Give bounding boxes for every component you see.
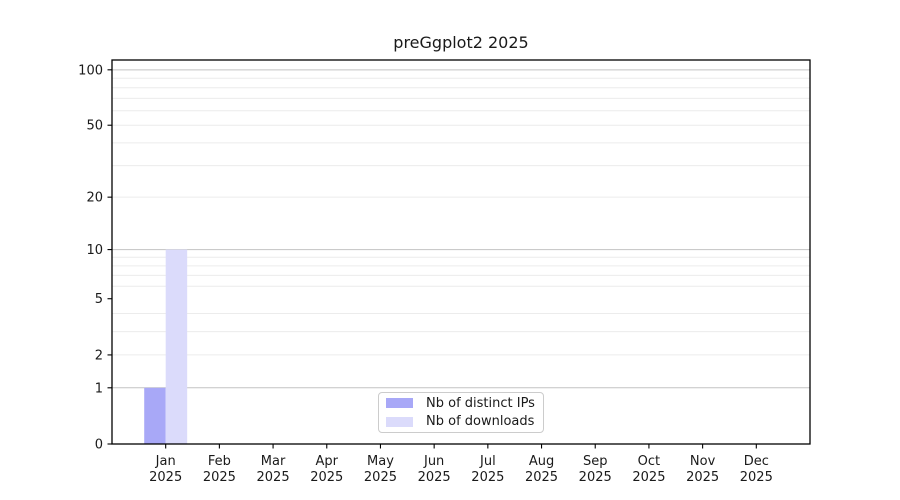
x-tick-label-year: 2025 [632, 470, 665, 485]
x-tick-label-year: 2025 [203, 470, 236, 485]
x-tick-label-month: Mar [261, 454, 286, 469]
x-tick-label-year: 2025 [257, 470, 290, 485]
x-tick-label-year: 2025 [579, 470, 612, 485]
bar-nb-of-distinct-ips-jan-2025 [144, 387, 166, 444]
x-tick-label-year: 2025 [310, 470, 343, 485]
legend-label-downloads: Nb of downloads [426, 414, 535, 430]
legend-swatch-downloads [386, 416, 413, 427]
legend: Nb of distinct IPs Nb of downloads [378, 392, 544, 433]
x-tick-label-month: Apr [316, 454, 339, 469]
x-tick-label-month: Oct [638, 454, 660, 469]
y-tick-label: 2 [95, 348, 103, 363]
x-tick-label-year: 2025 [418, 470, 451, 485]
x-tick-label-month: Aug [529, 454, 554, 469]
x-tick-label-year: 2025 [686, 470, 719, 485]
legend-label-distinct-ips: Nb of distinct IPs [426, 395, 535, 411]
legend-swatch-distinct-ips [386, 398, 413, 409]
legend-item-downloads: Nb of downloads [386, 414, 543, 430]
bar-nb-of-downloads-jan-2025 [165, 249, 188, 444]
y-tick-label: 100 [78, 63, 103, 78]
legend-item-distinct-ips: Nb of distinct IPs [386, 395, 543, 411]
x-tick-label-year: 2025 [740, 470, 773, 485]
x-tick-label-month: May [367, 454, 394, 469]
y-tick-label: 50 [86, 119, 103, 134]
x-tick-label-month: Jun [423, 454, 444, 469]
x-tick-label-month: Jan [155, 454, 176, 469]
x-tick-label-month: Dec [744, 454, 769, 469]
x-tick-label-year: 2025 [364, 470, 397, 485]
y-tick-label: 0 [95, 438, 103, 453]
y-tick-label: 20 [86, 191, 103, 206]
x-tick-label-month: Jul [479, 454, 496, 469]
x-tick-label-month: Nov [690, 454, 716, 469]
plot-border [111, 59, 811, 445]
chart-title: preGgplot2 2025 [393, 33, 529, 52]
y-tick-label: 1 [95, 381, 103, 396]
x-tick-label-year: 2025 [525, 470, 558, 485]
y-tick-label: 10 [86, 243, 103, 258]
x-tick-label-year: 2025 [149, 470, 182, 485]
x-tick-label-month: Feb [208, 454, 231, 469]
x-tick-label-month: Sep [583, 454, 608, 469]
y-tick-label: 5 [95, 292, 103, 307]
x-tick-label-year: 2025 [471, 470, 504, 485]
